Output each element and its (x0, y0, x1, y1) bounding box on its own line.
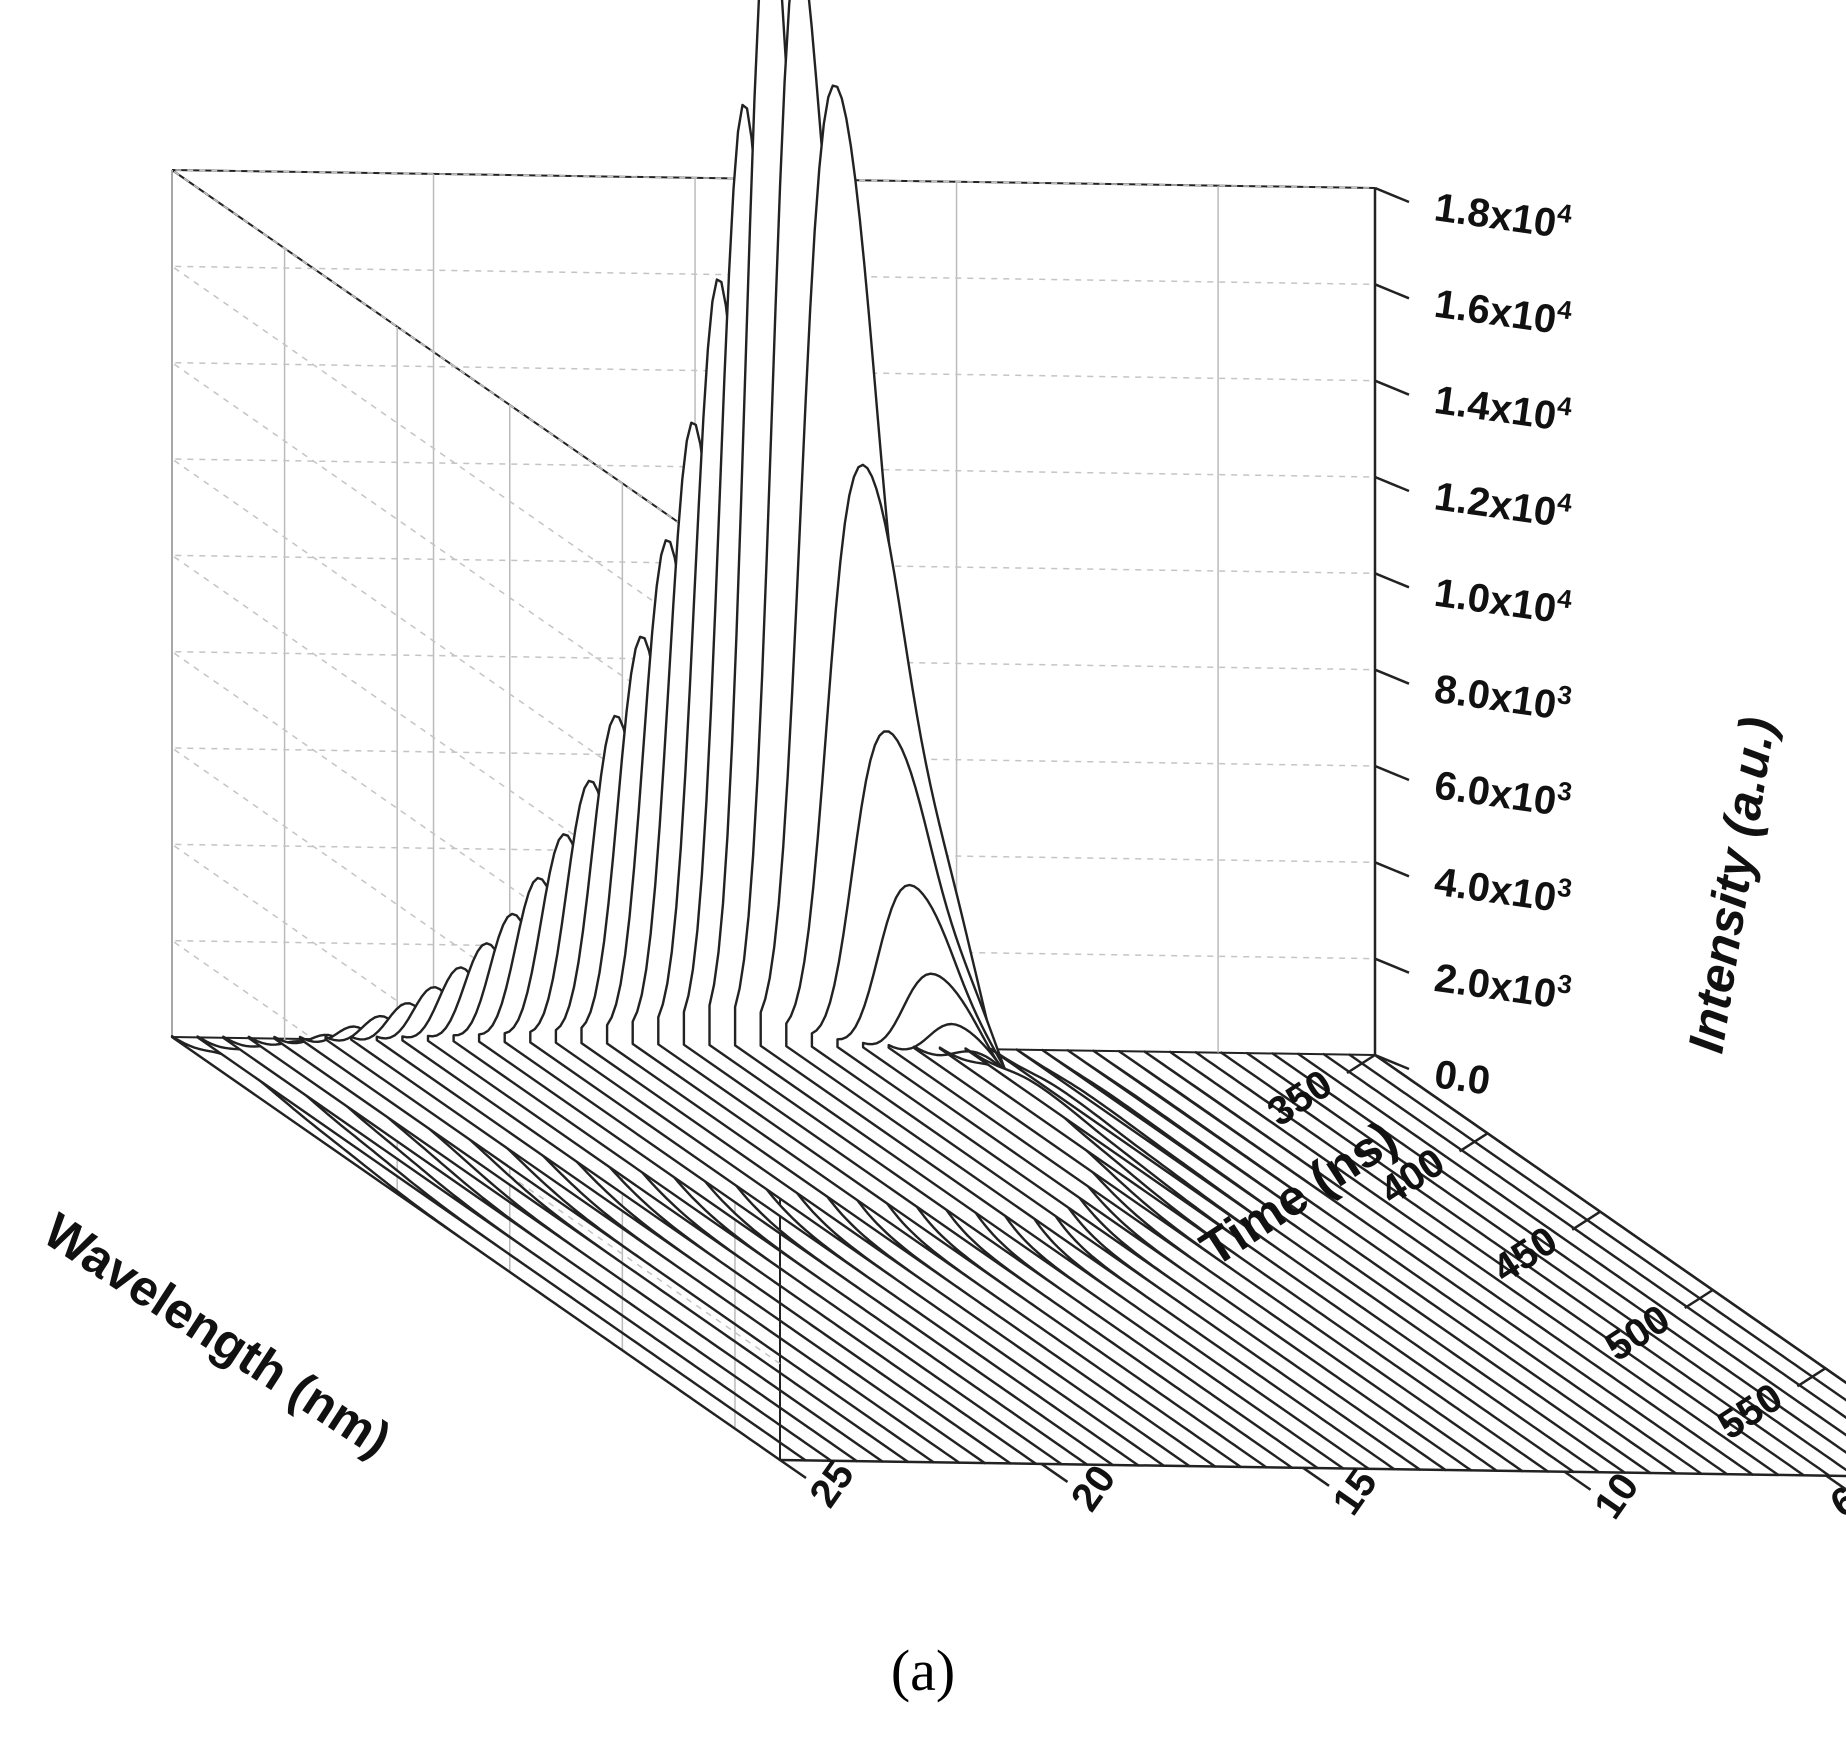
time-tick-label: 20 (1063, 1457, 1125, 1519)
intensity-tick-label: 1.2x104 (1432, 469, 1575, 537)
panel-label: (a) (891, 1638, 955, 1703)
trace-42 (1245, 1051, 1846, 1472)
time-tick-label: 10 (1586, 1465, 1648, 1527)
chart-box (171, 169, 1846, 1478)
wavelength-tick-mark (1458, 1132, 1489, 1153)
intensity-tick-mark (1374, 379, 1410, 396)
intensity-tick-mark (1374, 861, 1410, 878)
trace-39 (1169, 1050, 1780, 1477)
trace-36 (1092, 1049, 1703, 1475)
intensity-tick-mark (1374, 1053, 1410, 1071)
waterfall-traces (170, 0, 1846, 1477)
intensity-tick-label: 1.0x104 (1432, 566, 1575, 634)
trace-43 (1271, 1052, 1846, 1454)
trace-46 (1348, 1053, 1846, 1402)
time-tick-label: 15 (1324, 1461, 1386, 1523)
intensity-tick-mark (1374, 475, 1410, 493)
time-tick-mark (1563, 1470, 1592, 1491)
intensity-tick-label: 4.0x103 (1432, 855, 1574, 923)
intensity-tick-mark (1374, 283, 1410, 300)
trace-38 (1143, 1050, 1754, 1476)
intensity-tick-label: 1.6x104 (1432, 277, 1575, 345)
trace-41 (1220, 1051, 1831, 1477)
wavelength-tick-mark (1684, 1288, 1714, 1310)
trace-34 (1041, 1048, 1652, 1475)
intensity-tick-mark (1374, 572, 1410, 589)
trace-31 (964, 1047, 1575, 1474)
intensity-tick-label: 1.4x104 (1432, 373, 1575, 441)
trace-44 (1297, 1052, 1846, 1437)
trace-26 (836, 883, 1447, 1472)
time-tick-mark (779, 1458, 807, 1480)
intensity-tick-mark (1374, 668, 1410, 685)
intensity-tick-label: 1.8x104 (1432, 180, 1575, 248)
wavelength-tick-mark (1571, 1210, 1601, 1231)
x-axis-title: Wavelength (nm) (34, 1202, 401, 1467)
intensity-tick-mark (1374, 186, 1410, 204)
intensity-tick-mark (1374, 957, 1410, 974)
intensity-tick-label: 2.0x103 (1432, 951, 1574, 1019)
trace-40 (1194, 1051, 1805, 1477)
wavelength-tick-mark (1796, 1367, 1827, 1388)
trace-35 (1066, 1049, 1678, 1475)
intensity-tick-mark (1374, 764, 1410, 782)
time-tick-mark (1825, 1474, 1846, 1491)
time-tick-mark (1302, 1466, 1330, 1487)
intensity-tick-label: 6.0x103 (1432, 758, 1574, 826)
wavelength-tick-label: 600 (1823, 1453, 1846, 1526)
wavelength-tick-mark (1346, 1053, 1376, 1075)
trace-47 (1373, 1053, 1846, 1385)
trace-37 (1117, 1050, 1729, 1476)
trace-33 (1015, 1048, 1626, 1474)
trace-45 (1322, 1053, 1846, 1420)
intensity-tick-label: 8.0x103 (1432, 662, 1574, 730)
trace-32 (989, 1047, 1601, 1474)
intensity-tick-label: 0.0 (1432, 1052, 1493, 1103)
z-axis-title: Intensity (a.u.) (1678, 713, 1786, 1057)
wavelength-axis-line (779, 1458, 1846, 1478)
time-tick-mark (1040, 1462, 1069, 1483)
trace-0 (170, 1035, 782, 1462)
time-tick-label: 25 (801, 1453, 863, 1515)
